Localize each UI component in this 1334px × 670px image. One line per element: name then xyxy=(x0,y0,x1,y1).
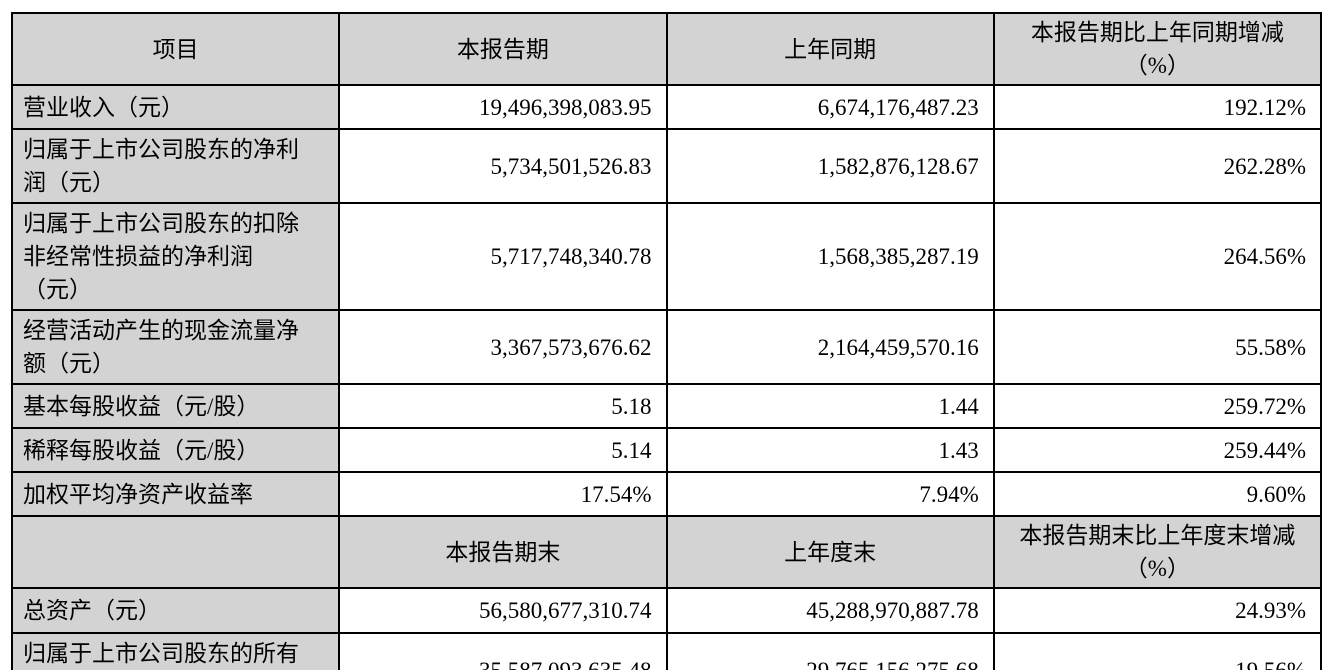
change-value-cell: 19.56% xyxy=(992,632,1323,670)
table-header-row-period-end: 本报告期末 上年度末 本报告期末比上年度末增减 （%） xyxy=(10,515,1323,589)
table-row: 经营活动产生的现金流量净 额（元） 3,367,573,676.62 2,164… xyxy=(10,309,1323,385)
item-label-cell: 稀释每股收益（元/股） xyxy=(10,427,341,473)
current-value-cell: 5,734,501,526.83 xyxy=(338,128,668,204)
prior-value-cell: 1.43 xyxy=(665,427,995,473)
item-label-cell: 经营活动产生的现金流量净 额（元） xyxy=(10,309,341,385)
item-label-cell: 归属于上市公司股东的扣除 非经常性损益的净利润 （元） xyxy=(10,202,341,311)
current-value-cell: 5,717,748,340.78 xyxy=(338,202,668,311)
prior-value-cell: 1,568,385,287.19 xyxy=(665,202,995,311)
item-label-cell: 总资产（元） xyxy=(10,587,341,634)
column-header-end-change-percent: 本报告期末比上年度末增减 （%） xyxy=(992,515,1323,589)
current-value-cell: 35,587,093,635.48 xyxy=(338,632,668,670)
change-value-cell: 24.93% xyxy=(992,587,1323,634)
current-value-cell: 3,367,573,676.62 xyxy=(338,309,668,385)
prior-value-cell: 7.94% xyxy=(665,471,995,517)
item-label-cell: 归属于上市公司股东的所有 者权益（元） xyxy=(10,632,341,670)
prior-value-cell: 2,164,459,570.16 xyxy=(665,309,995,385)
change-value-cell: 259.72% xyxy=(992,383,1323,429)
table-row: 营业收入（元） 19,496,398,083.95 6,674,176,487.… xyxy=(10,84,1323,130)
current-value-cell: 5.14 xyxy=(338,427,668,473)
change-value-cell: 55.58% xyxy=(992,309,1323,385)
table-row: 归属于上市公司股东的扣除 非经常性损益的净利润 （元） 5,717,748,34… xyxy=(10,202,1323,311)
current-value-cell: 17.54% xyxy=(338,471,668,517)
prior-value-cell: 6,674,176,487.23 xyxy=(665,84,995,130)
change-value-cell: 262.28% xyxy=(992,128,1323,204)
change-value-cell: 9.60% xyxy=(992,471,1323,517)
column-header-prior-year-end: 上年度末 xyxy=(665,515,995,589)
change-value-cell: 192.12% xyxy=(992,84,1323,130)
change-value-cell: 259.44% xyxy=(992,427,1323,473)
current-value-cell: 56,580,677,310.74 xyxy=(338,587,668,634)
prior-value-cell: 29,765,156,275.68 xyxy=(665,632,995,670)
item-label-cell: 营业收入（元） xyxy=(10,84,341,130)
column-header-period-end: 本报告期末 xyxy=(338,515,668,589)
table-row: 总资产（元） 56,580,677,310.74 45,288,970,887.… xyxy=(10,587,1323,634)
table-row: 归属于上市公司股东的净利 润（元） 5,734,501,526.83 1,582… xyxy=(10,128,1323,204)
table-row: 稀释每股收益（元/股） 5.14 1.43 259.44% xyxy=(10,427,1323,473)
column-header-change-percent: 本报告期比上年同期增减 （%） xyxy=(992,12,1323,86)
current-value-cell: 19,496,398,083.95 xyxy=(338,84,668,130)
financial-summary-table: 项目 本报告期 上年同期 本报告期比上年同期增减 （%） 营业收入（元） 19,… xyxy=(10,12,1323,670)
column-header-prior-period: 上年同期 xyxy=(665,12,995,86)
column-header-blank xyxy=(10,515,341,589)
table-row: 归属于上市公司股东的所有 者权益（元） 35,587,093,635.48 29… xyxy=(10,632,1323,670)
item-label-cell: 加权平均净资产收益率 xyxy=(10,471,341,517)
current-value-cell: 5.18 xyxy=(338,383,668,429)
column-header-current-period: 本报告期 xyxy=(338,12,668,86)
change-value-cell: 264.56% xyxy=(992,202,1323,311)
table-row: 加权平均净资产收益率 17.54% 7.94% 9.60% xyxy=(10,471,1323,517)
item-label-cell: 归属于上市公司股东的净利 润（元） xyxy=(10,128,341,204)
prior-value-cell: 1.44 xyxy=(665,383,995,429)
table-header-row-period: 项目 本报告期 上年同期 本报告期比上年同期增减 （%） xyxy=(10,12,1323,86)
prior-value-cell: 1,582,876,128.67 xyxy=(665,128,995,204)
prior-value-cell: 45,288,970,887.78 xyxy=(665,587,995,634)
column-header-item: 项目 xyxy=(10,12,341,86)
item-label-cell: 基本每股收益（元/股） xyxy=(10,383,341,429)
table-row: 基本每股收益（元/股） 5.18 1.44 259.72% xyxy=(10,383,1323,429)
